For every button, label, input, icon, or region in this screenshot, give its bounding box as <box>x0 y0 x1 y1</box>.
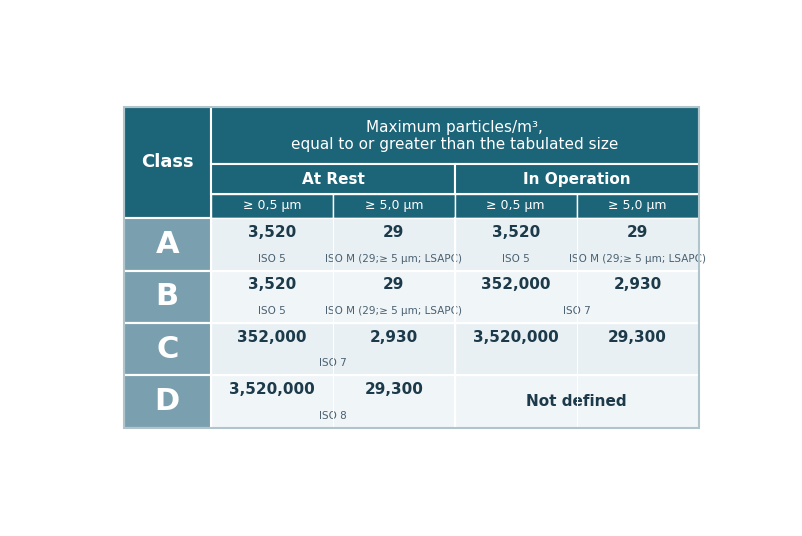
Bar <box>577 193 699 218</box>
Bar <box>211 107 699 165</box>
Text: At Rest: At Rest <box>302 172 364 187</box>
Bar <box>455 271 699 323</box>
Text: ISO 5: ISO 5 <box>258 254 286 264</box>
Text: C: C <box>156 334 179 364</box>
Bar <box>333 193 455 218</box>
Text: 3,520,000: 3,520,000 <box>473 330 559 345</box>
Bar <box>455 375 699 428</box>
Text: 2,930: 2,930 <box>370 330 418 345</box>
Text: ISO M (29;≥ 5 μm; LSAPC): ISO M (29;≥ 5 μm; LSAPC) <box>326 306 463 316</box>
Text: 29,300: 29,300 <box>608 330 667 345</box>
Bar <box>455 323 699 375</box>
Text: 29: 29 <box>383 225 404 240</box>
Bar <box>211 218 455 271</box>
Text: 3,520,000: 3,520,000 <box>229 382 315 397</box>
Text: ISO 5: ISO 5 <box>502 254 529 264</box>
Text: ≥ 0,5 μm: ≥ 0,5 μm <box>243 199 302 212</box>
Text: 29: 29 <box>627 225 648 240</box>
Text: ≥ 0,5 μm: ≥ 0,5 μm <box>487 199 545 212</box>
Bar <box>211 375 455 428</box>
Bar <box>124 107 211 218</box>
Bar <box>211 271 455 323</box>
Text: ≥ 5,0 μm: ≥ 5,0 μm <box>609 199 667 212</box>
Bar <box>124 271 211 323</box>
Bar <box>211 165 455 193</box>
Text: ISO 7: ISO 7 <box>319 359 346 368</box>
Text: 352,000: 352,000 <box>481 277 550 292</box>
Bar <box>124 323 211 375</box>
Text: ISO 7: ISO 7 <box>563 306 590 316</box>
Text: D: D <box>155 387 180 416</box>
Text: B: B <box>156 282 179 311</box>
Text: 3,520: 3,520 <box>492 225 540 240</box>
Text: ISO M (29;≥ 5 μm; LSAPC): ISO M (29;≥ 5 μm; LSAPC) <box>569 254 706 264</box>
Text: Maximum particles/m³,: Maximum particles/m³, <box>367 120 543 135</box>
Text: ISO M (29;≥ 5 μm; LSAPC): ISO M (29;≥ 5 μm; LSAPC) <box>326 254 463 264</box>
Bar <box>211 193 333 218</box>
Bar <box>211 323 455 375</box>
Text: In Operation: In Operation <box>523 172 630 187</box>
Bar <box>124 218 211 271</box>
Bar <box>455 165 699 193</box>
Text: Not defined: Not defined <box>526 394 627 409</box>
Bar <box>455 193 577 218</box>
Text: Class: Class <box>141 153 193 172</box>
Text: 2,930: 2,930 <box>614 277 662 292</box>
Text: equal to or greater than the tabulated size: equal to or greater than the tabulated s… <box>291 137 618 152</box>
Text: ISO 5: ISO 5 <box>258 306 286 316</box>
Text: 29: 29 <box>383 277 404 292</box>
Text: 3,520: 3,520 <box>248 225 296 240</box>
Text: ISO 8: ISO 8 <box>319 411 346 421</box>
Bar <box>124 107 699 428</box>
Bar <box>455 218 699 271</box>
Text: ≥ 5,0 μm: ≥ 5,0 μm <box>365 199 423 212</box>
Bar <box>124 375 211 428</box>
Text: 3,520: 3,520 <box>248 277 296 292</box>
Text: 352,000: 352,000 <box>237 330 306 345</box>
Text: A: A <box>156 230 179 259</box>
Text: 29,300: 29,300 <box>364 382 423 397</box>
